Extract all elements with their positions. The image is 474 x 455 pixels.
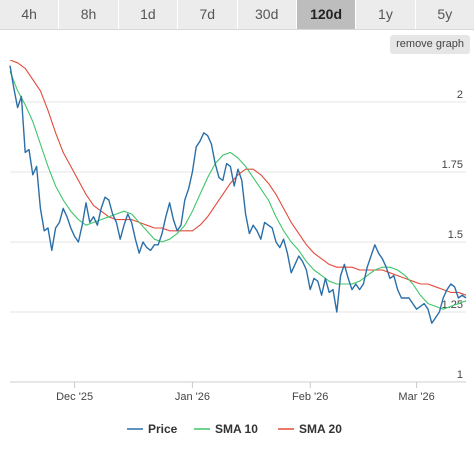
y-axis: 1 1.25 1.5 1.75 2 bbox=[442, 89, 463, 381]
legend-label: SMA 20 bbox=[299, 422, 342, 436]
price-line bbox=[9, 65, 467, 324]
chart-series bbox=[9, 60, 467, 324]
tab-4h[interactable]: 4h bbox=[0, 0, 60, 29]
sma-10-line bbox=[9, 71, 467, 310]
tab-8h[interactable]: 8h bbox=[59, 0, 119, 29]
x-tick-label: Mar '26 bbox=[398, 391, 434, 403]
legend-label: Price bbox=[148, 422, 178, 436]
tab-5y[interactable]: 5y bbox=[415, 0, 474, 29]
x-tick-label: Feb '26 bbox=[292, 391, 328, 403]
y-tick-label: 1.75 bbox=[442, 159, 463, 171]
legend-price: Price bbox=[127, 422, 178, 436]
legend-sma-20: SMA 20 bbox=[278, 422, 342, 436]
remove-graph-button[interactable]: remove graph bbox=[390, 35, 470, 54]
chart-legend: Price SMA 10 SMA 20 bbox=[127, 422, 342, 436]
tab-30d[interactable]: 30d bbox=[237, 0, 297, 29]
sma-20-line bbox=[9, 60, 467, 296]
y-tick-label: 2 bbox=[457, 89, 463, 101]
x-tick-label: Jan '26 bbox=[175, 391, 210, 403]
tab-120d[interactable]: 120d bbox=[296, 0, 357, 29]
x-axis: Dec '25 Jan '26 Feb '26 Mar '26 bbox=[56, 382, 435, 403]
chart-grid bbox=[10, 101, 466, 383]
tab-1d[interactable]: 1d bbox=[118, 0, 179, 29]
timeframe-tabs: 4h 8h 1d 7d 30d 120d 1y 5y bbox=[0, 0, 474, 30]
tab-7d[interactable]: 7d bbox=[178, 0, 238, 29]
x-tick-label: Dec '25 bbox=[56, 391, 93, 403]
legend-sma-10: SMA 10 bbox=[194, 422, 258, 436]
y-tick-label: 1.5 bbox=[448, 229, 463, 241]
y-tick-label: 1.25 bbox=[442, 299, 463, 311]
tab-1y[interactable]: 1y bbox=[356, 0, 416, 29]
legend-label: SMA 10 bbox=[215, 422, 258, 436]
price-chart: 1 1.25 1.5 1.75 2 Dec '25 Jan '26 Feb '26 Mar '… bbox=[9, 60, 467, 436]
y-tick-label: 1 bbox=[457, 369, 463, 381]
